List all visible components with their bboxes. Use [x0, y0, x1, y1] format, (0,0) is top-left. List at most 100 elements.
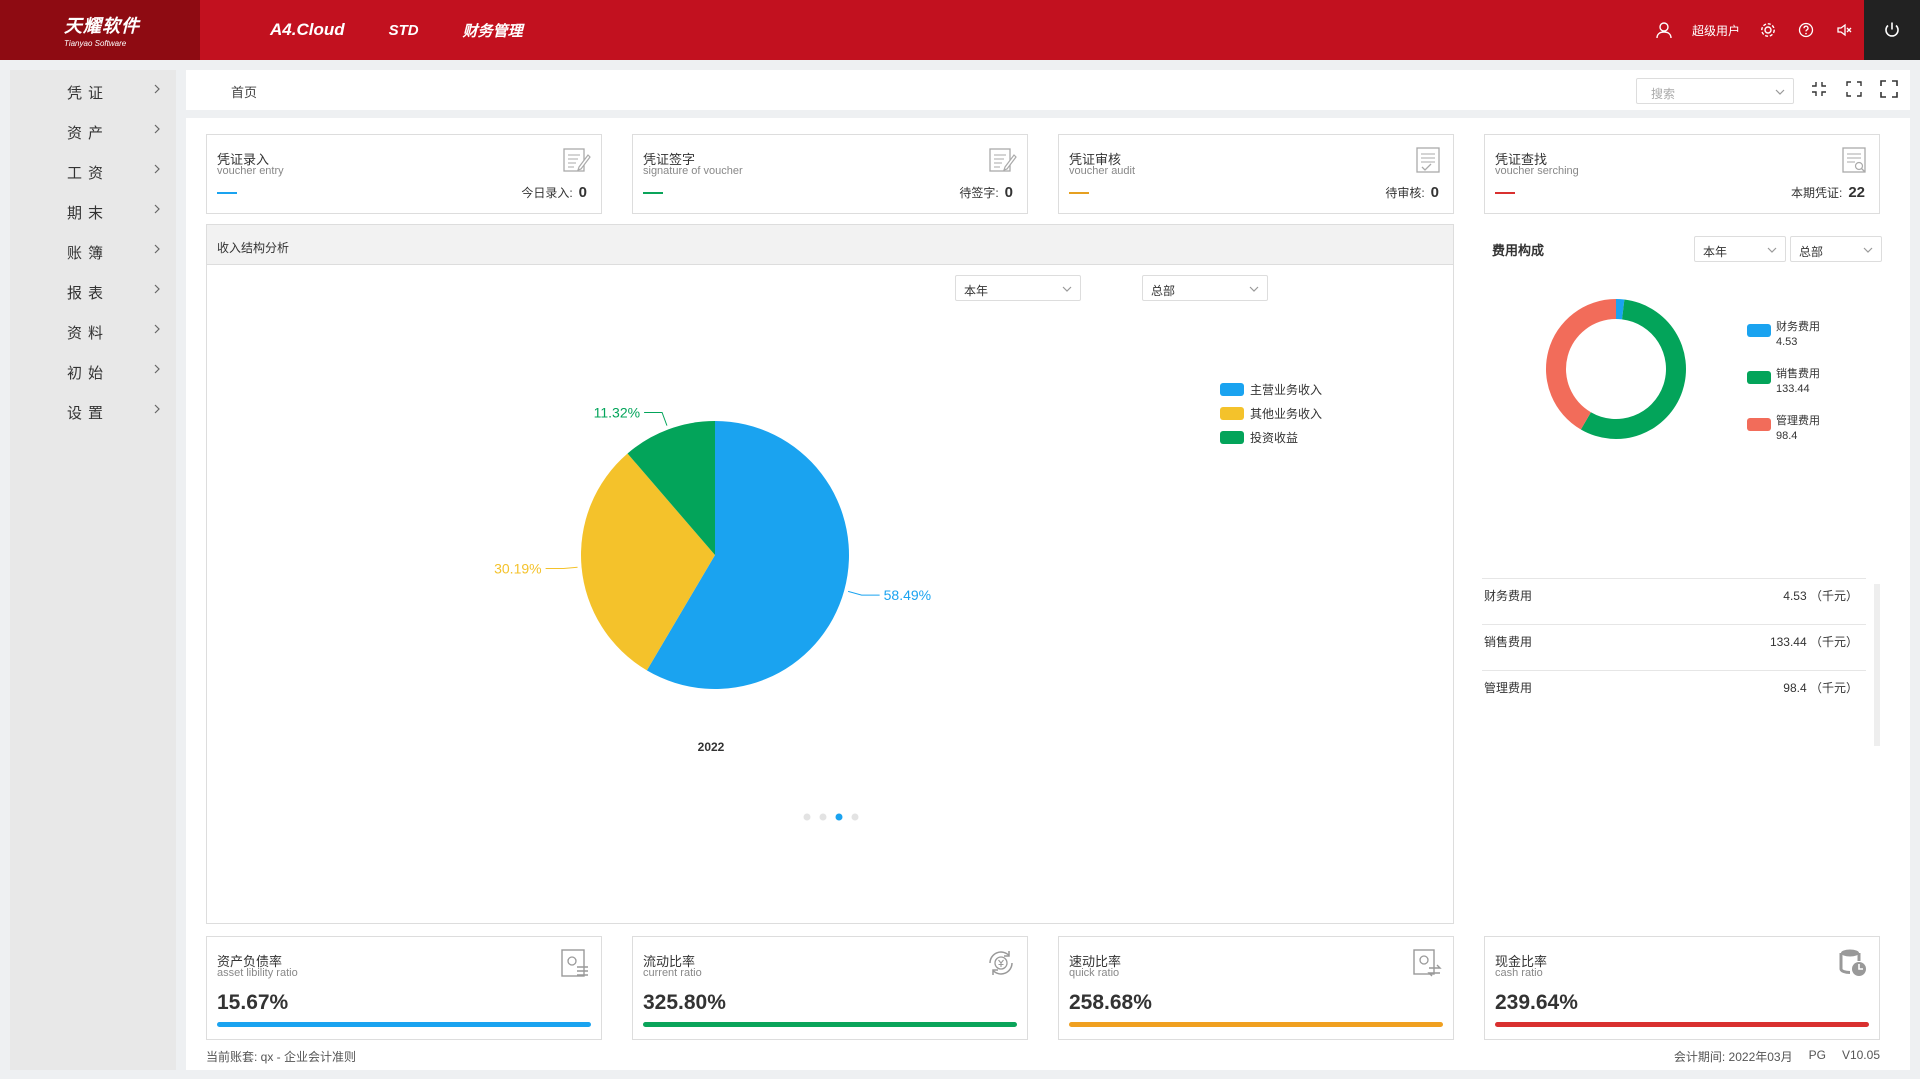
income-structure-panel: 收入结构分析 本年 总部 58.49% 30.19% 11.32% 2022 主营业务收… — [206, 224, 1454, 924]
chevron-down-icon — [1249, 286, 1259, 292]
carousel-dot[interactable] — [851, 813, 859, 821]
pie-slice[interactable] — [646, 421, 849, 689]
breadcrumb-home[interactable]: 首页 — [231, 85, 258, 100]
nav-std[interactable]: STD — [388, 21, 419, 39]
legend-label[interactable]: 投资收益 — [1250, 430, 1298, 445]
user-name[interactable]: 超级用户 — [1691, 23, 1740, 38]
ratio-title: 现金比率 — [1495, 954, 1548, 969]
count-label: 本期凭证: — [1790, 186, 1843, 200]
carousel-dot[interactable] — [803, 813, 811, 821]
sidebar-item[interactable]: 资产 — [10, 112, 176, 152]
legend-swatch[interactable] — [1220, 431, 1244, 444]
card-voucher-signature[interactable]: 凭证签字 signature of voucher 待签字: 0 — [632, 134, 1028, 214]
exit-fullscreen-icon[interactable] — [1810, 80, 1828, 98]
donut-segment[interactable] — [1546, 299, 1616, 430]
scrollbar[interactable] — [1874, 584, 1880, 746]
donut-segment[interactable] — [1580, 299, 1686, 439]
pie-slice[interactable] — [627, 421, 715, 555]
card-voucher-audit[interactable]: 凭证审核 voucher audit 待审核: 0 — [1058, 134, 1454, 214]
ratio-bar — [643, 1022, 1017, 1027]
legend-swatch[interactable] — [1220, 383, 1244, 396]
donut-segment[interactable] — [1616, 299, 1625, 320]
period-select[interactable]: 本年 — [955, 275, 1081, 301]
expense-department-select[interactable]: 总部 — [1790, 236, 1882, 262]
ratio-value: 15.67% — [217, 991, 289, 1014]
card-subtitle: voucher audit — [1069, 165, 1136, 177]
tool-icons — [1810, 80, 1898, 98]
card-accent-line — [1495, 192, 1515, 194]
yuan-cycle-icon — [989, 951, 1013, 975]
card-subtitle: signature of voucher — [643, 165, 743, 177]
ratio-title: 流动比率 — [643, 954, 696, 969]
sidebar: 凭证资产工资期末账簿 报表 资料 初始 设置 — [10, 70, 176, 1070]
donut-legend-label[interactable]: 财务费用 — [1776, 319, 1820, 333]
pie-label-line — [847, 590, 880, 596]
expense-panel-title: 费用构成 — [1492, 243, 1545, 258]
sidebar-item[interactable]: 凭证 — [10, 72, 176, 112]
sidebar-item[interactable]: 资料 — [10, 312, 176, 352]
sidebar-item-label: 工资 — [67, 164, 110, 182]
power-button[interactable] — [1864, 0, 1920, 60]
count-value: 0 — [1430, 184, 1439, 201]
expense-donut-chart: 财务费用 4.53 销售费用 133.44 管理费用 98.4 — [1546, 299, 1820, 442]
ratio-value: 325.80% — [643, 991, 726, 1014]
pie-value-label: 11.32% — [594, 405, 640, 421]
expense-period-value: 本年 — [1703, 245, 1728, 259]
donut-legend-swatch[interactable] — [1747, 371, 1771, 384]
top-nav: A4.Cloud STD 财务管理 — [270, 0, 523, 60]
ratio-card-asset-liability[interactable]: 资产负债率 asset libility ratio 15.67% — [206, 936, 602, 1040]
top-bar: 天耀软件 Tianyao Software A4.Cloud STD 财务管理 … — [0, 0, 1920, 60]
expense-value: 98.4 （千元） — [1783, 681, 1858, 695]
mute-icon[interactable] — [1834, 20, 1854, 40]
donut-legend-swatch[interactable] — [1747, 418, 1771, 431]
expense-table-row: 财务费用 4.53 （千元） — [1482, 578, 1866, 624]
brand-link[interactable]: A4.Cloud — [270, 20, 345, 39]
donut-legend-label[interactable]: 管理费用 — [1776, 413, 1820, 427]
donut-legend-value: 98.4 — [1776, 430, 1797, 442]
ratio-value: 258.68% — [1069, 991, 1152, 1014]
ratio-card-cash[interactable]: 现金比率 cash ratio 239.64% — [1484, 936, 1880, 1040]
department-select[interactable]: 总部 — [1142, 275, 1268, 301]
sidebar-item[interactable]: 初始 — [10, 352, 176, 392]
help-icon[interactable] — [1796, 20, 1816, 40]
sidebar-item[interactable]: 报表 — [10, 272, 176, 312]
sidebar-item-label: 期末 — [67, 204, 110, 222]
count-label: 今日录入: — [521, 186, 573, 200]
carousel-dot[interactable] — [835, 813, 843, 821]
carousel-dot[interactable] — [819, 813, 827, 821]
expense-period-select[interactable]: 本年 — [1694, 236, 1786, 262]
donut-legend-swatch[interactable] — [1747, 324, 1771, 337]
legend-swatch[interactable] — [1220, 407, 1244, 420]
donut-legend-label[interactable]: 销售费用 — [1776, 366, 1820, 380]
expense-name: 销售费用 — [1484, 635, 1533, 649]
fullscreen-icon[interactable] — [1880, 80, 1898, 98]
legend-label[interactable]: 主营业务收入 — [1250, 382, 1322, 397]
ratio-card-quick[interactable]: 速动比率 quick ratio 258.68% — [1058, 936, 1454, 1040]
sidebar-item[interactable]: 工资 — [10, 152, 176, 192]
audit-document-icon — [1416, 147, 1440, 173]
sidebar-item-label: 资产 — [67, 124, 110, 142]
expense-name: 财务费用 — [1484, 589, 1533, 603]
legend-label[interactable]: 其他业务收入 — [1250, 406, 1322, 421]
nav-finance[interactable]: 财务管理 — [462, 22, 523, 40]
ratio-card-current[interactable]: 流动比率 current ratio 325.80% — [632, 936, 1028, 1040]
search-select[interactable]: 搜索 — [1636, 78, 1794, 104]
card-voucher-search[interactable]: 凭证查找 voucher serching 本期凭证: 22 — [1484, 134, 1880, 214]
card-count: 待签字: 0 — [959, 184, 1013, 201]
sidebar-item[interactable]: 账簿 — [10, 232, 176, 272]
pie-value-label: 58.49% — [884, 587, 931, 603]
settings-icon[interactable] — [1758, 20, 1778, 40]
user-icon[interactable] — [1654, 20, 1674, 40]
sidebar-item[interactable]: 设置 — [10, 392, 176, 432]
chevron-right-icon — [154, 244, 160, 254]
pie-slice[interactable] — [581, 453, 715, 671]
chevron-right-icon — [154, 404, 160, 414]
edit-document-icon — [563, 148, 591, 172]
sidebar-item[interactable]: 期末 — [10, 192, 176, 232]
ratio-subtitle: asset libility ratio — [217, 967, 298, 979]
count-label: 待审核: — [1385, 186, 1425, 200]
card-voucher-entry[interactable]: 凭证录入 voucher entry 今日录入: 0 — [206, 134, 602, 214]
card-count: 待审核: 0 — [1385, 184, 1439, 201]
chevron-down-icon — [1767, 247, 1777, 253]
expand-icon[interactable] — [1845, 80, 1863, 98]
